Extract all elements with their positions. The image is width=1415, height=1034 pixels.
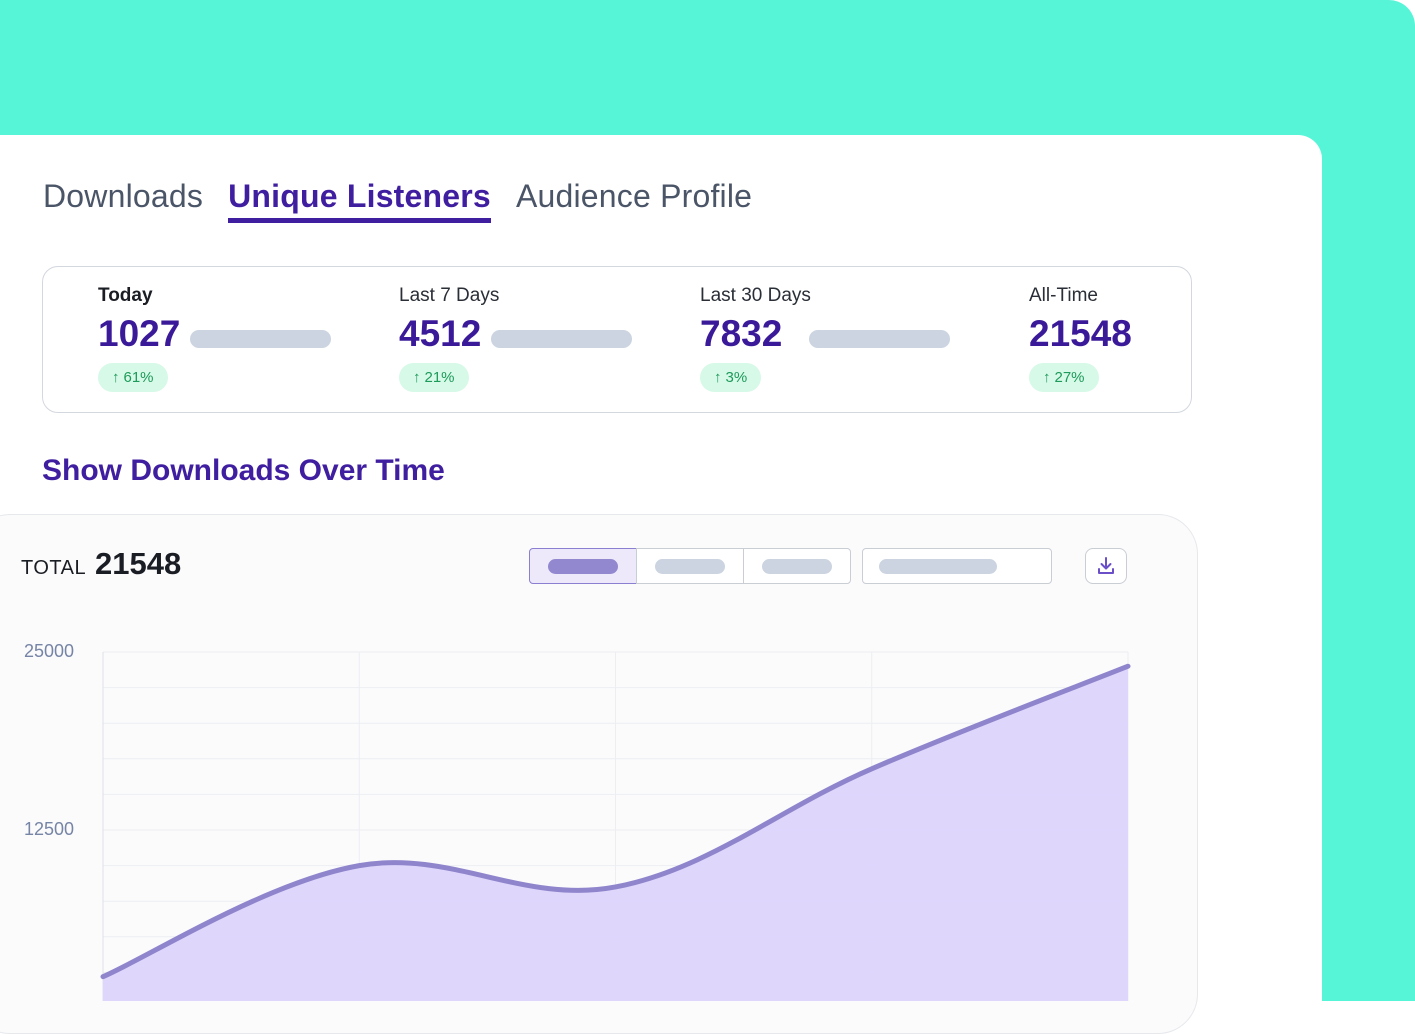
stat-label: Last 7 Days — [399, 285, 500, 306]
change-badge: ↑ 21% — [399, 363, 469, 392]
arrow-up-icon: ↑ — [714, 369, 722, 386]
chart-series-line — [100, 663, 1131, 980]
download-button[interactable] — [1085, 548, 1127, 584]
stat-value: 4512 — [399, 313, 482, 354]
section-title: Show Downloads Over Time — [42, 454, 445, 487]
arrow-up-icon: ↑ — [112, 369, 120, 386]
tab-unique-listeners[interactable]: Unique Listeners — [228, 178, 491, 223]
change-value: 27% — [1054, 369, 1085, 386]
tab-bar: Downloads Unique Listeners Audience Prof… — [43, 178, 752, 223]
range-option-1[interactable] — [529, 548, 637, 584]
stat-placeholder-bar — [190, 330, 331, 348]
range-option-placeholder — [762, 558, 832, 574]
date-range-select[interactable] — [862, 548, 1052, 584]
stats-summary: Today 1027 ↑ 61% Last 7 Days 4512 ↑ 21% … — [42, 266, 1192, 413]
change-badge: ↑ 61% — [98, 363, 168, 392]
change-value: 61% — [123, 369, 154, 386]
y-tick-label: 25000 — [24, 641, 75, 661]
date-range-placeholder — [879, 558, 997, 574]
stat-label: All-Time — [1029, 285, 1098, 306]
change-value: 3% — [725, 369, 748, 386]
stat-value: 1027 — [98, 313, 181, 354]
total-label: TOTAL — [21, 557, 87, 579]
stat-placeholder-bar — [491, 330, 632, 348]
arrow-up-icon: ↑ — [1043, 369, 1051, 386]
change-badge: ↑ 27% — [1029, 363, 1099, 392]
change-value: 21% — [424, 369, 455, 386]
tab-audience-profile[interactable]: Audience Profile — [515, 178, 753, 214]
change-badge: ↑ 3% — [700, 363, 762, 392]
range-option-placeholder — [655, 558, 725, 574]
arrow-up-icon: ↑ — [413, 369, 421, 386]
range-option-3[interactable] — [743, 548, 851, 584]
range-option-2[interactable] — [636, 548, 744, 584]
range-option-placeholder — [548, 558, 618, 574]
y-tick-label: 12500 — [24, 819, 75, 839]
tab-downloads[interactable]: Downloads — [43, 178, 204, 214]
stat-placeholder-bar — [809, 330, 950, 348]
total-value: 21548 — [95, 546, 182, 581]
chart-area-fill — [103, 666, 1128, 1001]
stat-label: Last 30 Days — [700, 285, 811, 306]
download-icon — [1098, 557, 1114, 574]
stat-label: Today — [98, 285, 153, 306]
stat-value: 7832 — [700, 313, 783, 354]
area-chart — [100, 651, 1131, 1001]
stat-value: 21548 — [1029, 313, 1132, 354]
